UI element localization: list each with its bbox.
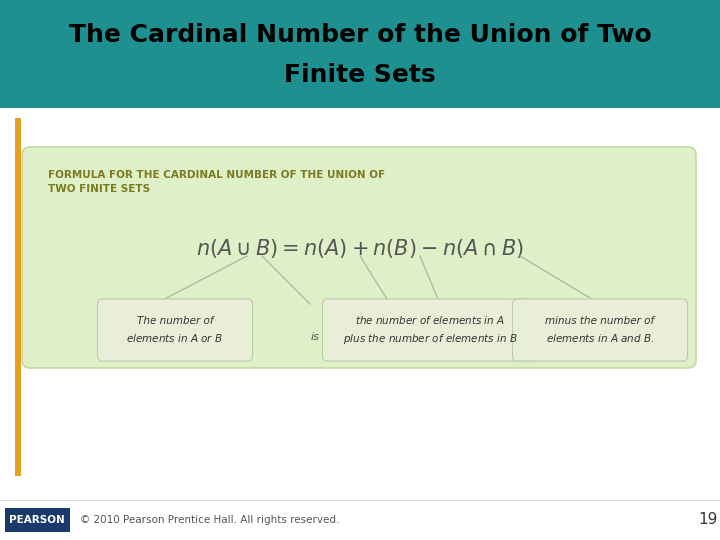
FancyBboxPatch shape	[5, 508, 70, 532]
Text: $n(A \cup B) = n(A) + n(B) - n(A \cap B)$: $n(A \cup B) = n(A) + n(B) - n(A \cap B)…	[196, 237, 524, 260]
Text: © 2010 Pearson Prentice Hall. All rights reserved.: © 2010 Pearson Prentice Hall. All rights…	[80, 515, 339, 525]
Text: The number of
elements in $A$ or $B$: The number of elements in $A$ or $B$	[127, 316, 223, 343]
Text: the number of elements in $A$
plus the number of elements in $B$: the number of elements in $A$ plus the n…	[343, 314, 518, 346]
Text: minus the number of
elements in $A$ and $B$.: minus the number of elements in $A$ and …	[546, 316, 654, 343]
FancyBboxPatch shape	[0, 0, 720, 108]
Text: is: is	[310, 332, 320, 342]
Text: 19: 19	[698, 512, 718, 528]
FancyBboxPatch shape	[22, 147, 696, 368]
FancyBboxPatch shape	[97, 299, 253, 361]
FancyBboxPatch shape	[15, 118, 21, 476]
FancyBboxPatch shape	[323, 299, 538, 361]
Text: PEARSON: PEARSON	[9, 515, 65, 525]
FancyBboxPatch shape	[513, 299, 688, 361]
Text: Finite Sets: Finite Sets	[284, 63, 436, 87]
Text: The Cardinal Number of the Union of Two: The Cardinal Number of the Union of Two	[68, 23, 652, 47]
Text: FORMULA FOR THE CARDINAL NUMBER OF THE UNION OF: FORMULA FOR THE CARDINAL NUMBER OF THE U…	[48, 170, 385, 180]
Text: TWO FINITE SETS: TWO FINITE SETS	[48, 184, 150, 194]
